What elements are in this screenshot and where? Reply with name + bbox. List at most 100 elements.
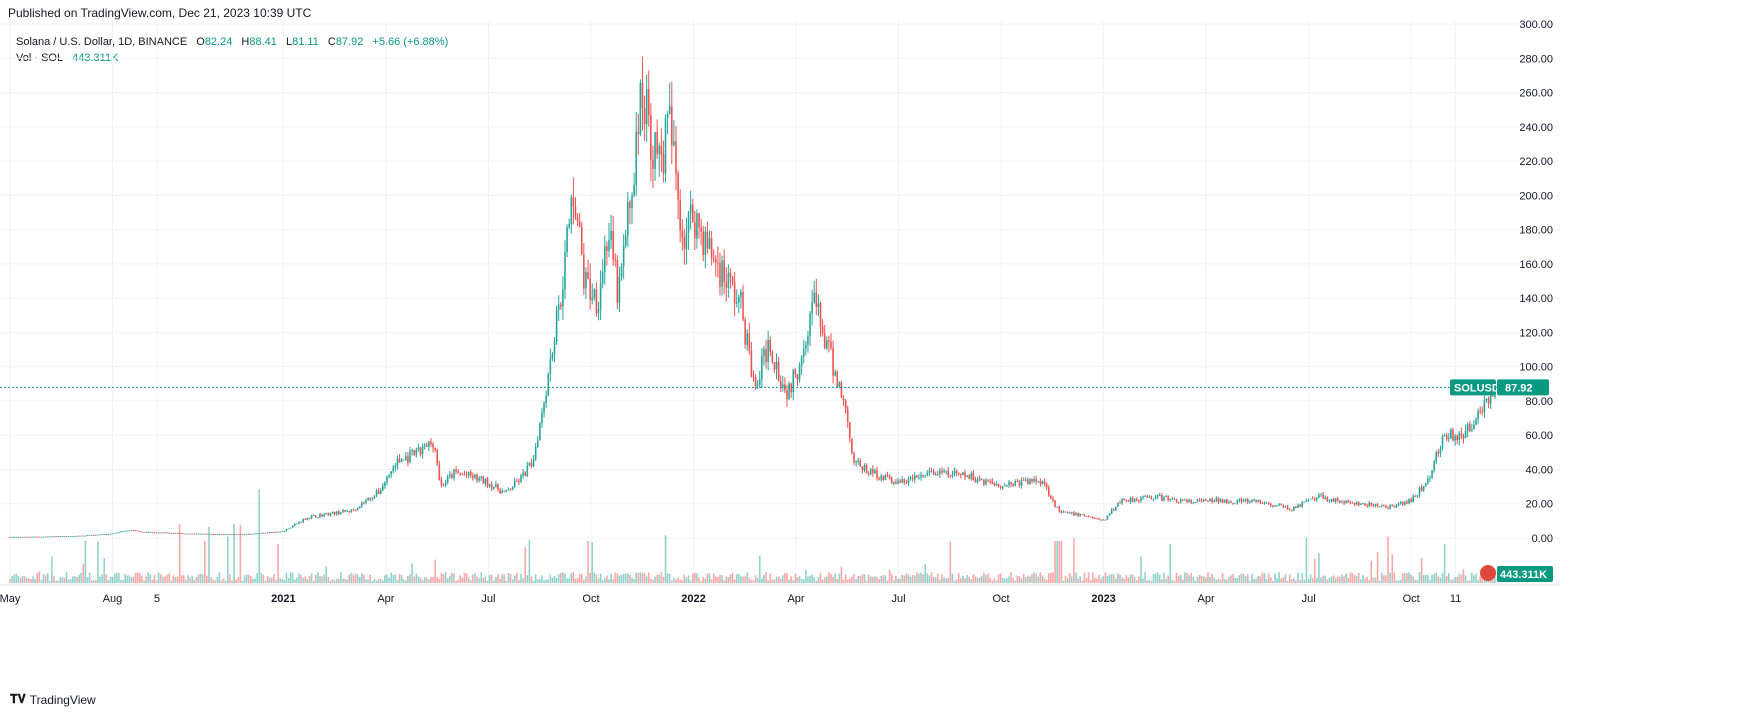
- candle-body: [771, 351, 774, 363]
- candle-body: [266, 532, 269, 534]
- candle-body: [511, 487, 514, 490]
- volume-bar: [731, 572, 734, 583]
- candle-body: [48, 536, 51, 538]
- candle-body: [656, 132, 658, 154]
- candle-body: [1295, 506, 1297, 508]
- symbol-description[interactable]: Solana / U.S. Dollar, 1D, BINANCE: [16, 36, 188, 48]
- candle-body: [905, 482, 908, 484]
- symbol-tag-bg: [1450, 379, 1496, 396]
- volume-bar: [633, 579, 635, 583]
- candle-body: [1104, 519, 1107, 521]
- volume-bar: [1458, 573, 1461, 583]
- volume-bar: [629, 574, 631, 583]
- candle-body: [57, 536, 59, 538]
- volume-bar: [916, 572, 918, 583]
- candle-body: [36, 536, 39, 538]
- volume-bar: [1410, 574, 1412, 583]
- candle-body: [440, 479, 443, 485]
- candle-body: [1462, 435, 1465, 439]
- candle-body: [1485, 398, 1488, 401]
- candle-body: [1219, 499, 1222, 503]
- volume-bar: [555, 578, 558, 583]
- footer-brand[interactable]: TradingView: [29, 692, 96, 707]
- volume-bar: [1171, 579, 1174, 583]
- candle-body: [622, 245, 625, 266]
- candle-body: [1056, 506, 1058, 508]
- volume-bar: [601, 580, 604, 583]
- candle-body: [1311, 498, 1314, 500]
- candle-body: [141, 531, 143, 533]
- candle-body: [576, 217, 579, 222]
- candle-body: [603, 246, 606, 273]
- candle-body: [685, 232, 688, 250]
- price-tick-label: 140.00: [1519, 293, 1553, 305]
- candle-body: [932, 471, 935, 475]
- candle-body: [773, 362, 776, 370]
- volume-bar: [886, 580, 889, 583]
- candle-body: [689, 204, 692, 213]
- candle-body: [633, 184, 635, 196]
- candle-body: [446, 476, 449, 483]
- volume-bar: [752, 580, 755, 583]
- volume-bar: [993, 578, 996, 583]
- volume-bar: [1079, 576, 1081, 583]
- volume-bar: [476, 576, 478, 583]
- candle-body: [1341, 501, 1343, 503]
- volume-bar: [480, 572, 483, 583]
- volume-bar: [955, 579, 958, 583]
- price-axis[interactable]: 0.00 20.00 40.00 60.00 80.00 100.00 120.00 140.…: [1519, 19, 1553, 545]
- volume-bar: [386, 574, 388, 583]
- candle-body: [874, 470, 876, 474]
- candle-body: [283, 531, 286, 532]
- volume-bar: [1494, 576, 1496, 583]
- volume-bar: [1416, 580, 1419, 583]
- volume-bar: [572, 572, 575, 583]
- volume-bar: [1435, 572, 1438, 583]
- volume-bar: [1475, 573, 1477, 583]
- volume-bar: [1226, 579, 1228, 583]
- candle-body: [752, 376, 755, 378]
- volume-bar: [122, 579, 124, 583]
- volume-bar: [1035, 573, 1038, 583]
- volume-bar: [516, 572, 518, 583]
- candle-body: [547, 374, 550, 396]
- volume-bar: [1316, 577, 1318, 583]
- candle-body: [9, 536, 11, 538]
- volume-bar: [714, 576, 717, 583]
- candle-body: [1406, 501, 1408, 504]
- candle-body: [758, 379, 761, 385]
- candle-body: [72, 536, 74, 537]
- candle-body: [1177, 502, 1180, 503]
- candle-body: [1228, 502, 1230, 504]
- candle-body: [1441, 435, 1444, 449]
- time-axis[interactable]: May Aug 5 2021 Apr Jul Oct 2022 Apr Jul Oct 2023 Apr…: [0, 593, 1461, 605]
- volume-bar: [1479, 576, 1482, 583]
- volume-bar: [11, 576, 13, 583]
- candle-body: [264, 532, 267, 534]
- candle-body: [220, 533, 223, 535]
- candle-body: [976, 478, 979, 483]
- candle-body: [99, 534, 101, 536]
- tradingview-logo-icon[interactable]: 𝐓𝐕: [10, 692, 26, 706]
- volume-bar: [635, 572, 638, 583]
- candle-body: [170, 533, 173, 534]
- candle-body: [744, 319, 746, 345]
- candle-body: [775, 361, 778, 370]
- candle-body: [928, 470, 931, 473]
- volume-bar: [1328, 577, 1331, 583]
- candle-body: [589, 278, 591, 300]
- volume-bar: [1071, 576, 1073, 583]
- volume-bar: [314, 574, 317, 583]
- volume-bar: [323, 574, 325, 583]
- volume-bar: [411, 563, 413, 583]
- volume-bar: [943, 577, 945, 583]
- volume-bar: [1215, 579, 1218, 583]
- candle-body: [1211, 498, 1213, 503]
- candle-body: [1232, 502, 1234, 504]
- volume-bar: [1290, 579, 1293, 583]
- candle-body: [97, 534, 99, 536]
- volume-bar: [869, 576, 872, 583]
- volume-bar: [805, 569, 807, 583]
- volume-bar: [384, 575, 386, 583]
